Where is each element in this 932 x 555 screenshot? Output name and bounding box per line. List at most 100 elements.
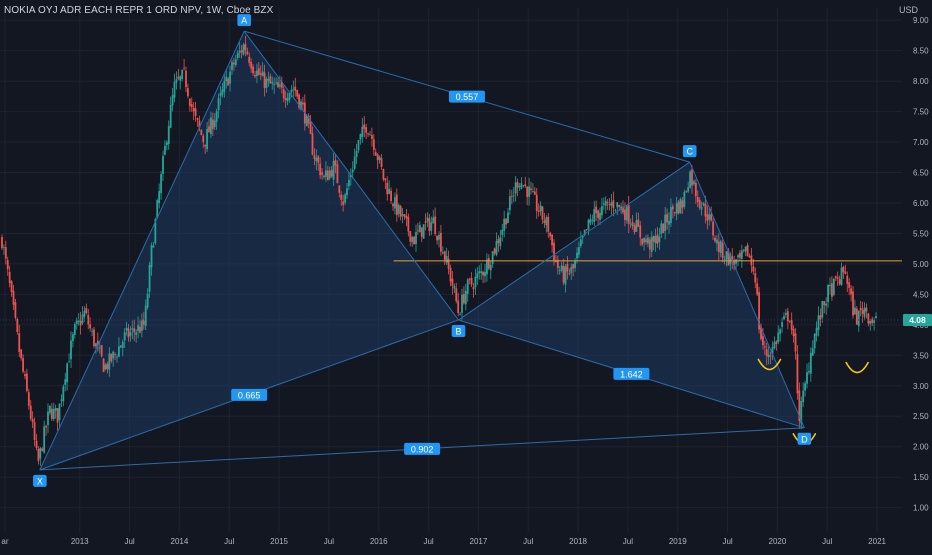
candle-body (104, 364, 107, 370)
candle-body (850, 288, 852, 295)
candle-body (823, 301, 826, 306)
candle-body (539, 205, 542, 212)
candle-body (455, 288, 458, 302)
point-label-x-bg[interactable] (33, 474, 47, 487)
candle-body (225, 76, 228, 82)
candle-body (725, 251, 728, 260)
candle-body (344, 194, 346, 203)
candle-body (392, 203, 394, 207)
candle-body (453, 285, 456, 289)
candle-body (459, 314, 461, 316)
candle-body (240, 50, 243, 53)
x-tick-label: 2020 (769, 537, 787, 546)
candle-body (372, 139, 375, 150)
price-axis[interactable]: 1.001.502.002.503.003.504.004.505.005.50… (903, 16, 932, 513)
ratio-label[interactable]: 1.642 (620, 369, 643, 379)
pattern-labels[interactable]: X A B C D 0.557 0.665 1.642 0.902 (33, 14, 812, 487)
point-label-x[interactable]: X (37, 476, 43, 486)
candle-body (468, 278, 471, 280)
candle-body (754, 273, 757, 283)
time-axis[interactable]: ar 2013 Jul 2014 Jul 2015 Jul 2016 Jul 2017 Jul 201… (1, 537, 886, 546)
candle-body (131, 328, 134, 330)
candle-body (735, 259, 737, 264)
candle-body (808, 371, 810, 373)
point-label-a-bg[interactable] (237, 14, 251, 27)
candle-body (407, 216, 410, 232)
x-tick-label: Jul (224, 537, 234, 546)
candle-body (294, 86, 297, 91)
point-label-c[interactable]: C (686, 147, 693, 157)
candle-body (480, 271, 483, 274)
candle-body (300, 101, 302, 110)
candle-body (108, 353, 111, 370)
candle-body (875, 316, 877, 319)
candle-body (564, 266, 567, 285)
candle-body (587, 219, 590, 230)
candle-body (135, 332, 138, 335)
candle-body (838, 279, 841, 285)
x-tick-label: 2018 (569, 537, 587, 546)
candle-body (397, 204, 400, 214)
candle-body (3, 247, 5, 249)
candle-body (706, 214, 709, 221)
point-label-c-bg[interactable] (682, 145, 697, 158)
last-price-tag[interactable]: 4.08 (909, 315, 926, 325)
point-label-d[interactable]: D (801, 434, 808, 444)
point-label-d-bg[interactable] (797, 432, 812, 445)
ratio-label[interactable]: 0.557 (456, 92, 479, 102)
candle-body (472, 287, 475, 290)
candle-body (815, 327, 818, 336)
leg-xa (39, 30, 245, 471)
y-tick-label: 8.00 (913, 77, 929, 86)
ratio-label[interactable]: 0.665 (238, 390, 261, 400)
candle-body (620, 206, 622, 210)
candle-body (129, 332, 132, 336)
candle-body (349, 174, 352, 178)
y-tick-label: 3.00 (913, 382, 929, 391)
candle-body (328, 170, 331, 179)
ratio-label[interactable]: 0.902 (411, 444, 434, 454)
candle-body (647, 237, 649, 244)
y-tick-label: 5.50 (913, 229, 929, 238)
candle-body (185, 70, 187, 88)
candle-body (275, 82, 277, 84)
candle-body (813, 334, 816, 349)
candle-body (583, 229, 586, 236)
point-label-b-bg[interactable] (451, 324, 466, 337)
candle-body (861, 309, 864, 315)
candle-body (668, 221, 670, 225)
candle-body (840, 267, 843, 286)
ratio-label-bg[interactable] (613, 367, 650, 380)
candle-body (10, 281, 13, 292)
candle-body (164, 145, 166, 155)
candle-body (121, 341, 124, 348)
candle-body (733, 260, 736, 266)
candle-body (286, 98, 289, 102)
candle-body (792, 328, 795, 336)
ratio-label-bg[interactable] (231, 388, 268, 401)
candle-body (35, 440, 38, 448)
candle-body (8, 272, 11, 284)
candle-body (487, 258, 490, 269)
last-price-tag-bg[interactable] (903, 313, 932, 326)
ratio-label-bg[interactable] (448, 90, 485, 103)
candle-body (700, 207, 703, 210)
point-label-b[interactable]: B (455, 326, 461, 336)
candle-body (491, 251, 494, 264)
candle-body (96, 340, 99, 346)
candle-body (698, 199, 701, 208)
candle-body (346, 188, 348, 196)
x-tick-label: Jul (722, 537, 732, 546)
candle-body (22, 358, 24, 372)
candle-body (252, 66, 254, 74)
candle-body (171, 95, 174, 106)
candle-body (45, 425, 47, 428)
candle-body (415, 232, 417, 244)
point-label-a[interactable]: A (241, 16, 247, 26)
candle-body (305, 115, 308, 127)
candle-body (716, 239, 718, 244)
candle-body (464, 291, 467, 305)
ratio-label-bg[interactable] (404, 442, 441, 455)
candle-body (89, 324, 92, 329)
